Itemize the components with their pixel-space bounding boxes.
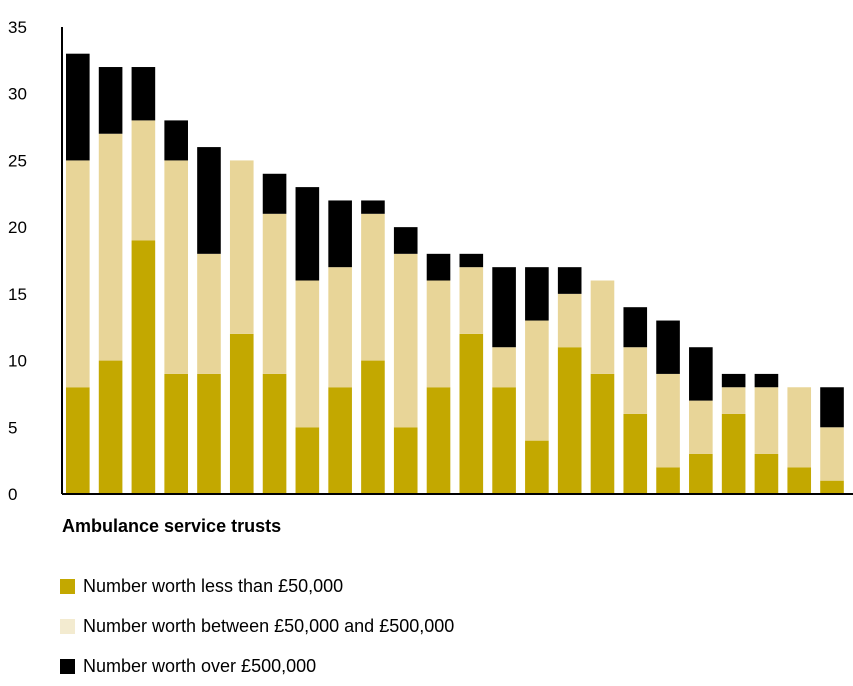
bar-segment-over-500k (525, 267, 549, 321)
bar-segment-50k-to-500k (459, 267, 484, 334)
bar-segment-50k-to-500k (557, 293, 582, 348)
bar-segment-50k-to-500k (229, 160, 254, 334)
legend-item-over-500k: Number worth over £500,000 (60, 646, 454, 686)
bar-segment-under-50k (557, 347, 582, 494)
bar-segment-50k-to-500k (98, 133, 123, 361)
stacked-bar-chart: 0 5 10 15 20 25 30 35 (8, 18, 853, 504)
y-tick-label: 15 (8, 285, 27, 304)
bar-segment-under-50k (361, 360, 385, 494)
bar-segment-under-50k (689, 453, 713, 494)
bar-segment-50k-to-500k (590, 280, 615, 374)
bar-segment-50k-to-500k (525, 320, 549, 441)
bar-segment-over-500k (131, 67, 156, 121)
bar-segment-over-500k (393, 227, 418, 254)
bar-segment-under-50k (787, 467, 812, 494)
bar-segment-50k-to-500k (361, 213, 385, 361)
bar-segment-50k-to-500k (66, 160, 90, 388)
bar-segment-50k-to-500k (754, 387, 779, 454)
bar-segment-over-500k (262, 173, 287, 214)
bar-segment-50k-to-500k (197, 253, 221, 374)
bar-segment-under-50k (393, 427, 418, 494)
legend-label-under-50k: Number worth less than £50,000 (83, 575, 344, 596)
bar-segment-under-50k (164, 373, 188, 494)
bar-segment-over-500k (426, 253, 451, 281)
bar-segment-over-500k (820, 387, 844, 428)
bar-segment-under-50k (525, 440, 549, 494)
legend-item-under-50k: Number worth less than £50,000 (60, 566, 454, 606)
bar-segment-under-50k (295, 427, 320, 494)
bar-segment-over-500k (164, 120, 188, 161)
legend-label-50k-to-500k: Number worth between £50,000 and £500,00… (83, 615, 455, 636)
legend-swatch-under-50k (60, 578, 75, 594)
bar-segment-50k-to-500k (164, 160, 188, 374)
y-tick-label: 30 (8, 85, 27, 104)
bar-segment-over-500k (754, 373, 779, 388)
bar-segment-over-500k (328, 200, 352, 268)
bar-segment-under-50k (131, 240, 156, 494)
bar-segment-over-500k (623, 307, 648, 348)
y-tick-label: 10 (8, 352, 27, 371)
bar-segment-over-500k (197, 147, 221, 254)
bar-segment-50k-to-500k (656, 373, 680, 468)
x-axis-label: Ambulance service trusts (62, 516, 282, 536)
bar-segment-50k-to-500k (131, 120, 156, 241)
bar-segment-under-50k (590, 373, 615, 494)
legend-item-50k-to-500k: Number worth between £50,000 and £500,00… (60, 606, 454, 646)
y-axis-ticks: 0 5 10 15 20 25 30 35 (8, 18, 27, 504)
legend: Number worth less than £50,000 Number wo… (60, 566, 454, 686)
bar-segment-50k-to-500k (623, 347, 648, 414)
bar-segment-under-50k (623, 413, 648, 494)
bar-segment-over-500k (459, 253, 484, 268)
bar-segment-over-500k (66, 53, 90, 161)
bar-segment-over-500k (656, 320, 680, 374)
legend-label-over-500k: Number worth over £500,000 (83, 655, 317, 676)
bar-segment-under-50k (721, 413, 746, 494)
y-tick-label: 25 (8, 151, 27, 170)
bar-segment-under-50k (656, 467, 680, 494)
y-tick-label: 35 (8, 18, 27, 37)
bar-segment-under-50k (98, 360, 123, 494)
bar-segment-50k-to-500k (787, 387, 812, 468)
bar-segment-50k-to-500k (295, 280, 320, 428)
legend-swatch-over-500k (60, 658, 75, 674)
bar-segment-under-50k (754, 453, 779, 494)
y-tick-label: 5 (8, 418, 17, 437)
bar-segment-under-50k (229, 333, 254, 494)
bar-segment-over-500k (557, 267, 582, 294)
bar-segment-50k-to-500k (328, 267, 352, 388)
bar-segment-under-50k (66, 387, 90, 494)
bar-segment-over-500k (689, 347, 713, 401)
bars (66, 53, 844, 494)
bar-segment-over-500k (361, 200, 385, 214)
bar-segment-under-50k (459, 333, 484, 494)
bar-segment-50k-to-500k (426, 280, 451, 388)
bar-segment-50k-to-500k (393, 253, 418, 428)
legend-swatch-50k-to-500k (60, 618, 75, 634)
bar-segment-50k-to-500k (492, 347, 516, 388)
bar-segment-under-50k (262, 373, 287, 494)
bar-segment-over-500k (721, 373, 746, 388)
bar-segment-50k-to-500k (721, 387, 746, 414)
bar-segment-50k-to-500k (689, 400, 713, 454)
bar-segment-over-500k (295, 187, 320, 281)
bar-segment-under-50k (820, 480, 844, 494)
y-tick-label: 20 (8, 218, 27, 237)
bar-segment-50k-to-500k (820, 427, 844, 481)
bar-segment-under-50k (426, 387, 451, 494)
bar-segment-under-50k (492, 387, 516, 494)
bar-segment-under-50k (328, 387, 352, 494)
bar-segment-50k-to-500k (262, 213, 287, 374)
bar-segment-over-500k (492, 267, 516, 348)
bar-segment-under-50k (197, 373, 221, 494)
y-tick-label: 0 (8, 485, 17, 504)
bar-segment-over-500k (98, 67, 123, 134)
